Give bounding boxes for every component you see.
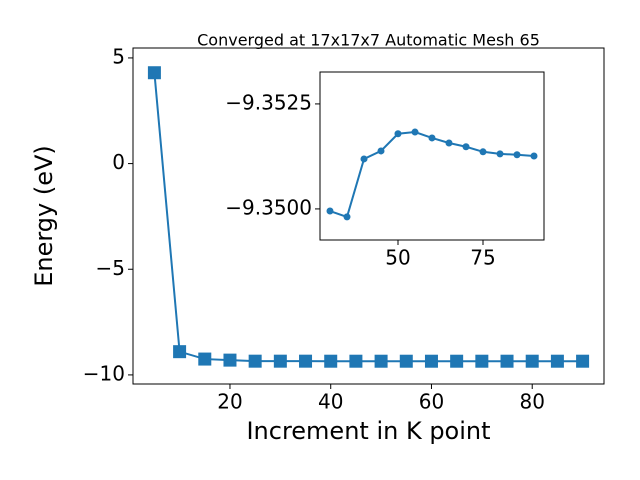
- x-tick-label: 20: [217, 390, 242, 414]
- y-tick-label: −9.3525: [225, 90, 312, 114]
- y-tick-label: −9.3500: [225, 195, 312, 219]
- marker: [513, 151, 521, 159]
- marker: [377, 147, 385, 155]
- marker: [326, 207, 334, 215]
- y-axis-label: Energy (eV): [30, 145, 58, 287]
- marker: [299, 354, 313, 368]
- marker: [411, 128, 419, 136]
- marker: [424, 354, 438, 368]
- x-tick-label: 80: [519, 390, 544, 414]
- marker: [496, 150, 504, 158]
- marker: [576, 354, 590, 368]
- x-tick-label: 60: [419, 390, 444, 414]
- x-tick-label: 75: [470, 246, 495, 270]
- x-tick-label: 40: [318, 390, 343, 414]
- chart-title: Converged at 17x17x7 Automatic Mesh 65: [197, 31, 540, 50]
- x-tick-label: 50: [385, 246, 410, 270]
- marker: [349, 354, 363, 368]
- y-tick-label: 0: [112, 150, 125, 174]
- marker: [343, 213, 351, 221]
- y-tick-label: 5: [112, 44, 125, 68]
- marker: [273, 354, 287, 368]
- marker: [500, 354, 514, 368]
- marker: [374, 354, 388, 368]
- y-tick-label: −5: [96, 256, 125, 280]
- marker: [394, 130, 402, 138]
- marker: [223, 353, 237, 367]
- marker: [173, 345, 187, 359]
- marker: [530, 152, 538, 160]
- plot-area: [319, 71, 545, 241]
- marker: [475, 354, 489, 368]
- y-tick-label: −10: [83, 361, 125, 385]
- marker: [360, 155, 368, 163]
- marker: [428, 134, 436, 142]
- marker: [399, 354, 413, 368]
- marker: [324, 354, 338, 368]
- marker: [525, 354, 539, 368]
- x-axis-label: Increment in K point: [246, 417, 490, 445]
- marker: [445, 139, 453, 147]
- marker: [550, 354, 564, 368]
- marker: [462, 143, 470, 151]
- marker: [147, 66, 161, 80]
- marker: [479, 148, 487, 156]
- marker: [248, 354, 262, 368]
- marker: [198, 352, 212, 366]
- marker: [450, 354, 464, 368]
